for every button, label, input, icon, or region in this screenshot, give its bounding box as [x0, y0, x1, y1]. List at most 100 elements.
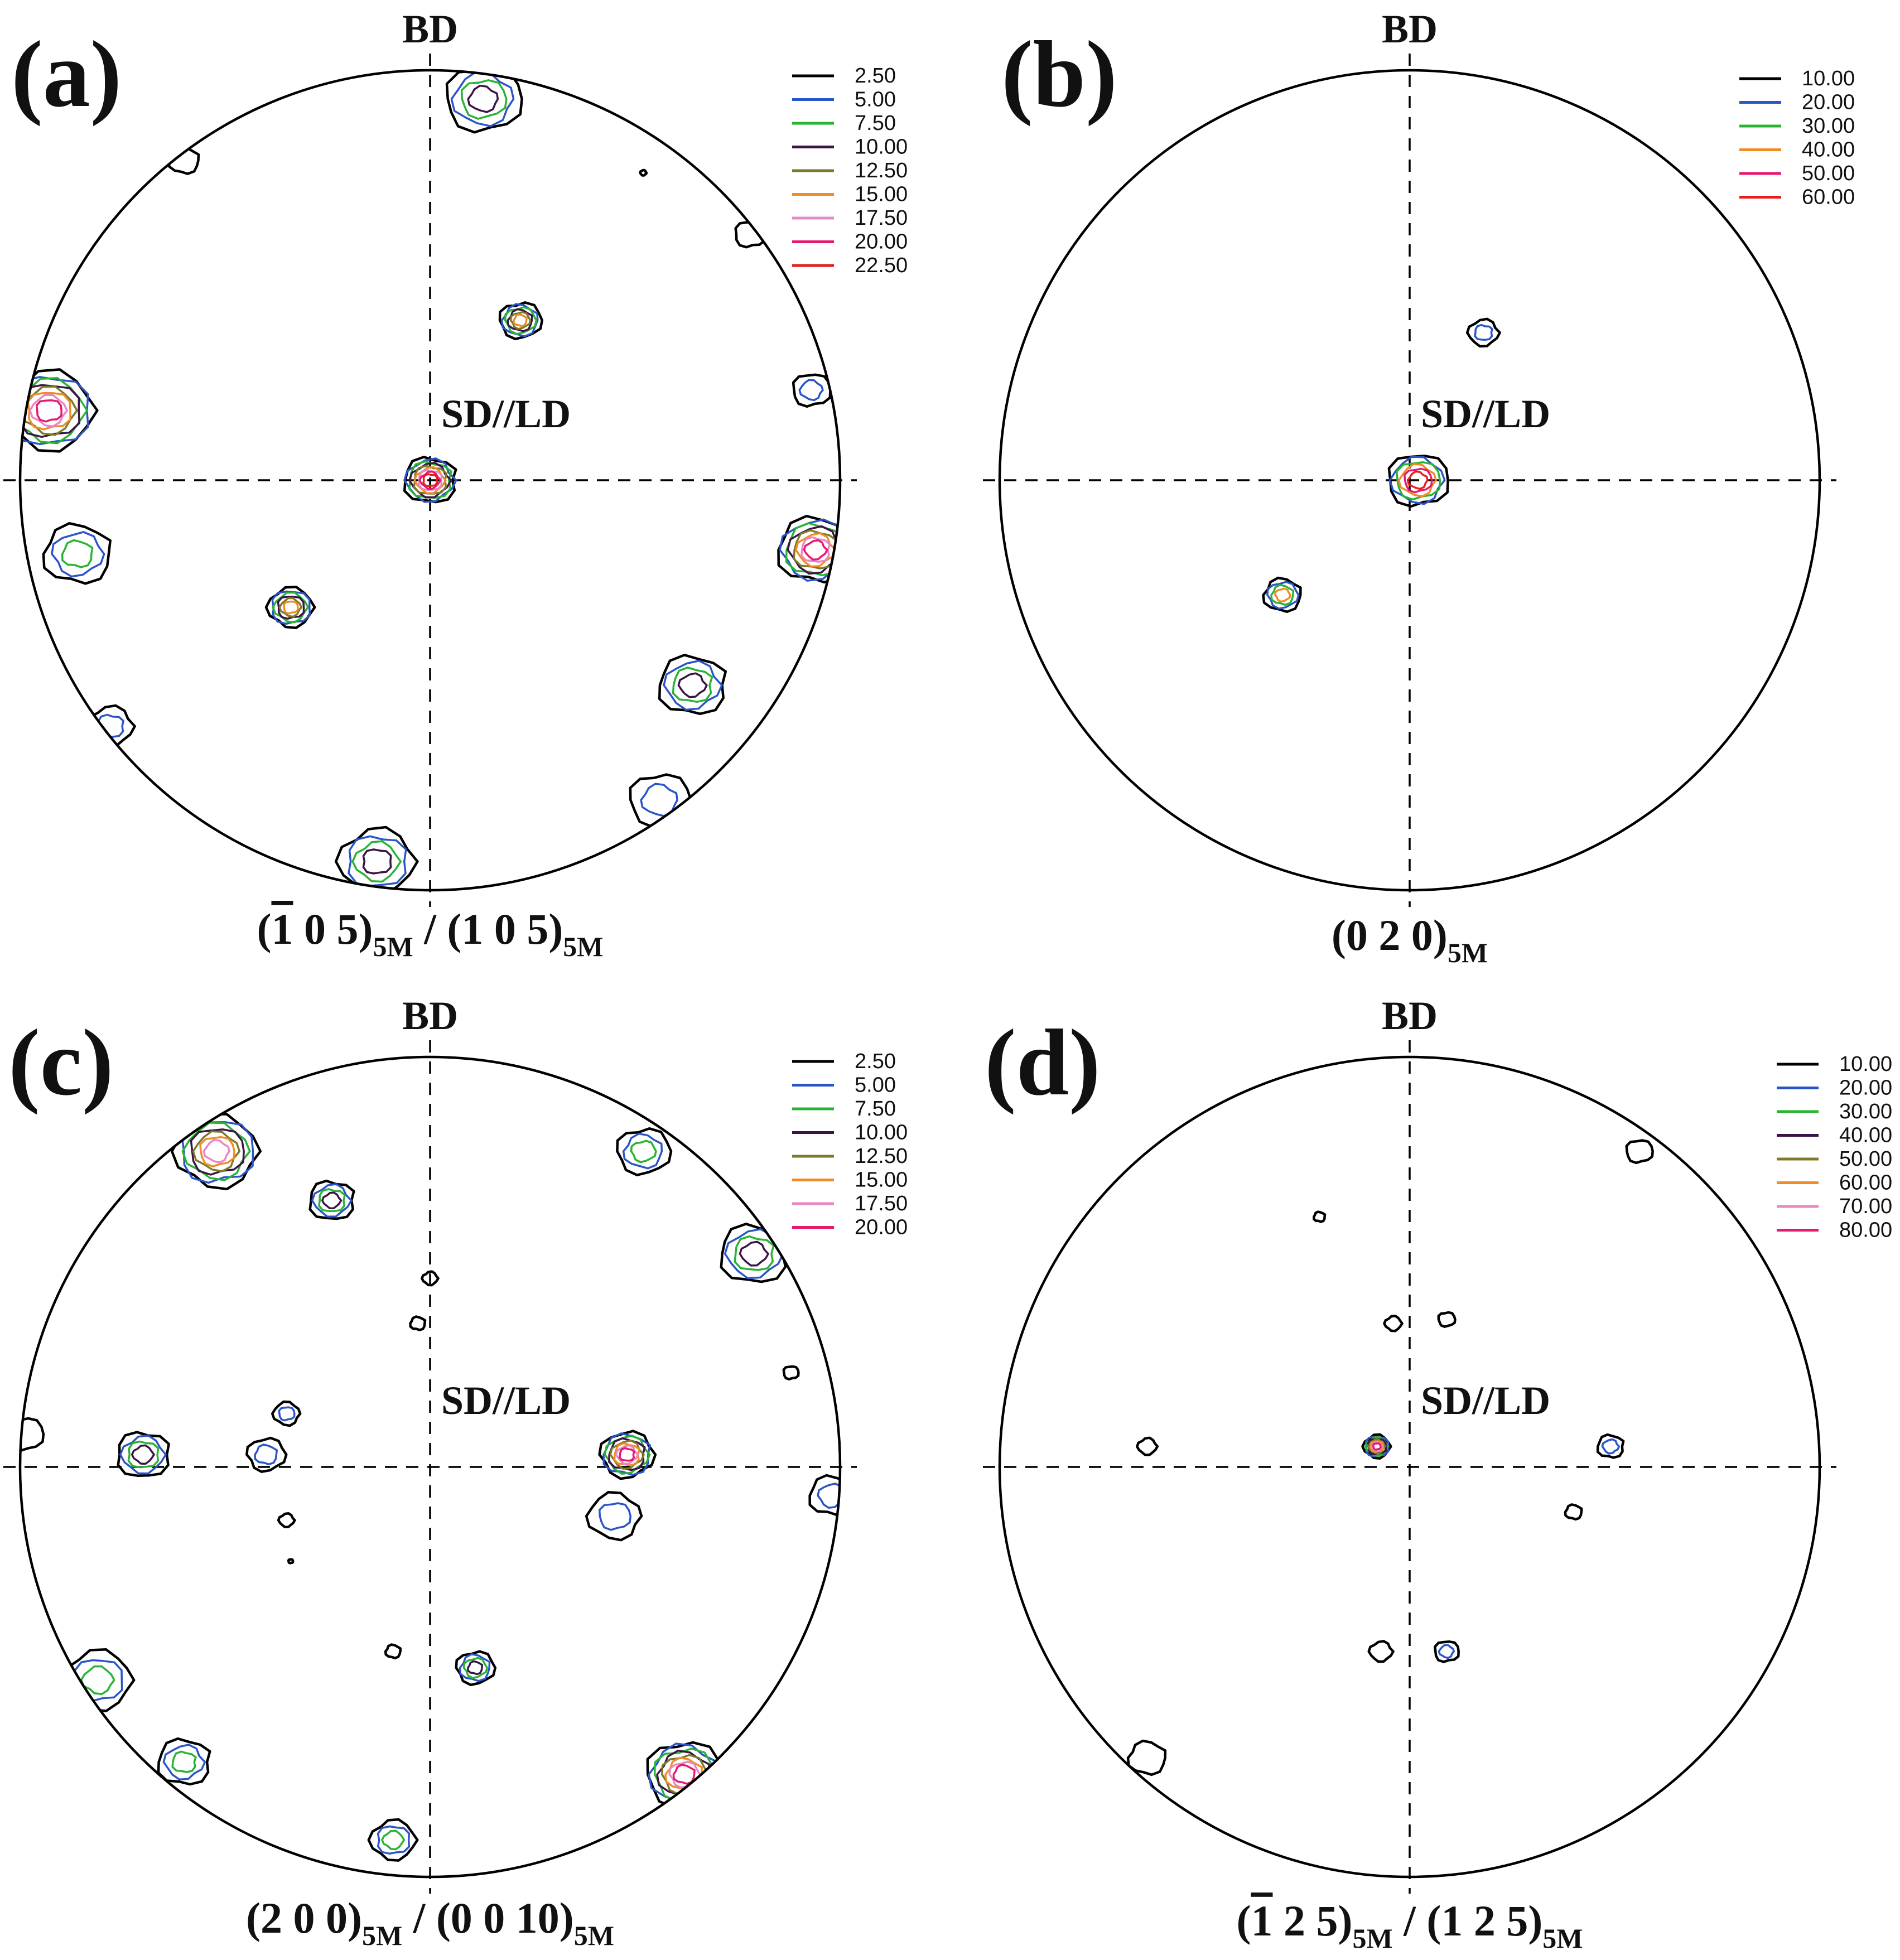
- legend-label: 12.50: [855, 1145, 908, 1168]
- pole-contour: [308, 1179, 355, 1220]
- pole-contour: [377, 1825, 411, 1855]
- pole-contour: [181, 1122, 251, 1181]
- legend-label: 30.00: [1802, 114, 1855, 138]
- pole-contour: [622, 1132, 663, 1170]
- pole-contour: [272, 591, 309, 624]
- pole-contour: [677, 672, 708, 698]
- pole-contour: [1625, 1139, 1654, 1165]
- legend-label: 17.50: [855, 1192, 908, 1215]
- pole-contour: [782, 1365, 800, 1381]
- projection-circle: [18, 1055, 842, 1879]
- pole-contour: [1434, 1640, 1460, 1663]
- legend-label: 2.50: [855, 1050, 896, 1073]
- pole-figure-caption: (0 2 0)5M: [1332, 911, 1488, 968]
- pole-contour: [311, 1183, 353, 1218]
- legend-label: 30.00: [1839, 1100, 1892, 1123]
- legend-label: 10.00: [855, 1121, 908, 1145]
- pole-contour: [1367, 1640, 1395, 1663]
- pole-contour: [462, 1657, 488, 1679]
- pole-contour: [1126, 1739, 1167, 1776]
- pole-contour: [192, 1130, 241, 1172]
- pole-contour: [598, 1430, 657, 1480]
- pole-contour: [639, 168, 648, 177]
- pole-contour: [1465, 317, 1501, 348]
- pole-contour: [1262, 576, 1302, 614]
- pole-contour: [509, 311, 532, 330]
- pole-contour: [409, 1315, 427, 1331]
- pole-contour: [20, 1417, 45, 1452]
- pole-contour: [35, 399, 62, 423]
- pole-contour: [1404, 467, 1433, 494]
- legend-label: 12.50: [855, 159, 908, 182]
- pole-contour: [418, 470, 442, 490]
- pole-contour: [51, 531, 105, 578]
- pole-contour: [598, 1502, 632, 1531]
- pole-contour: [413, 466, 447, 494]
- pole-contour: [460, 79, 508, 120]
- pole-contour: [1396, 461, 1441, 501]
- pole-contour: [245, 1436, 288, 1473]
- contour-group: [20, 70, 840, 890]
- legend-label: 5.00: [855, 1074, 896, 1097]
- pole-contour: [283, 600, 299, 615]
- pole-contour: [117, 1431, 170, 1477]
- pole-contour: [445, 70, 523, 134]
- legend-label: 60.00: [1802, 186, 1855, 209]
- overline-index: 1: [271, 905, 293, 953]
- pole-contour: [1274, 587, 1291, 603]
- contour-group: [1126, 1139, 1654, 1776]
- pole-contour: [1438, 1644, 1455, 1659]
- legend-label: 20.00: [1839, 1076, 1892, 1100]
- legend-label: 5.00: [855, 88, 896, 112]
- pole-contour: [20, 376, 89, 446]
- pole-contour: [271, 1400, 302, 1427]
- pole-contour: [170, 1113, 262, 1191]
- axis-label-bd: BD: [402, 993, 458, 1038]
- pole-contour: [1266, 581, 1300, 610]
- legend-label: 50.00: [1802, 162, 1855, 185]
- pole-contour: [1596, 1433, 1625, 1459]
- pole-contour: [663, 659, 723, 711]
- pole-contour: [277, 1512, 296, 1528]
- legend-label: 10.00: [1839, 1053, 1892, 1076]
- pole-figure-caption: (2 0 0)5M / (0 0 10)5M: [246, 1894, 614, 1951]
- pole-contour: [817, 1483, 840, 1509]
- pole-contour: [199, 1136, 235, 1167]
- legend-label: 20.00: [1802, 91, 1855, 114]
- pole-contour: [450, 70, 515, 127]
- pole-contour: [1270, 583, 1295, 606]
- pole-contour: [467, 1660, 484, 1676]
- legend-label: 40.00: [1839, 1124, 1892, 1147]
- pole-contour: [672, 1764, 696, 1785]
- legend-label: 10.00: [855, 136, 908, 159]
- contour-legend: 2.505.007.5010.0012.5015.0017.5020.0022.…: [792, 64, 908, 277]
- legend-label: 60.00: [1839, 1171, 1892, 1195]
- axis-label-bd: BD: [1382, 7, 1438, 51]
- pole-contour: [467, 84, 499, 113]
- contour-group: [1262, 317, 1501, 614]
- pole-contour: [157, 1737, 211, 1786]
- axis-label-bd: BD: [1382, 993, 1438, 1038]
- pole-figure-caption: (1 2 5)5M / (1 2 5)5M: [1237, 1896, 1583, 1954]
- pole-contour: [658, 654, 727, 716]
- pole-contour: [131, 1444, 155, 1465]
- pole-contour: [613, 1442, 641, 1466]
- projection-circle: [18, 69, 842, 892]
- pole-contour: [1364, 1436, 1390, 1457]
- axis-label-sd-ld: SD//LD: [441, 392, 571, 436]
- pole-figure-caption: (1 0 5)5M / (1 0 5)5M: [257, 905, 604, 962]
- pole-figure-panel-3: (c) BD SD//LD 2.505.007.5010.0012.5015.0017…: [3, 993, 908, 1951]
- legend-label: 20.00: [855, 230, 908, 254]
- pole-contour: [1383, 1314, 1404, 1333]
- pole-contour: [1564, 1503, 1583, 1521]
- pole-contour: [734, 1235, 775, 1271]
- pole-contour: [724, 1228, 784, 1280]
- pole-contour: [264, 585, 316, 629]
- projection-circle: [998, 69, 1821, 892]
- pole-contour: [616, 1127, 673, 1176]
- legend-label: 15.00: [855, 183, 908, 206]
- legend-label: 20.00: [855, 1216, 908, 1239]
